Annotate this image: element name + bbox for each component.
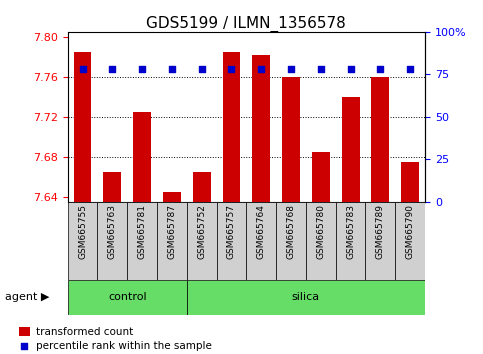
Bar xyxy=(223,52,241,202)
Text: control: control xyxy=(108,292,146,302)
Text: GSM665790: GSM665790 xyxy=(406,204,414,259)
Text: GSM665789: GSM665789 xyxy=(376,204,385,259)
Bar xyxy=(98,202,127,280)
Text: transformed count: transformed count xyxy=(36,327,133,337)
Bar xyxy=(401,162,419,202)
Point xyxy=(287,67,295,72)
Point xyxy=(109,67,116,72)
Text: agent ▶: agent ▶ xyxy=(5,292,49,302)
Bar xyxy=(187,280,425,315)
Bar xyxy=(246,202,276,280)
Bar xyxy=(216,202,246,280)
Bar xyxy=(103,172,121,202)
Point xyxy=(227,67,235,72)
Text: GSM665780: GSM665780 xyxy=(316,204,325,259)
Bar xyxy=(187,202,216,280)
Text: GSM665768: GSM665768 xyxy=(286,204,296,259)
Point xyxy=(138,67,146,72)
Point xyxy=(21,343,28,349)
Bar xyxy=(366,202,395,280)
Bar xyxy=(193,172,211,202)
Text: GSM665783: GSM665783 xyxy=(346,204,355,259)
Point xyxy=(257,67,265,72)
Bar xyxy=(127,202,157,280)
Bar xyxy=(252,55,270,202)
Bar xyxy=(306,202,336,280)
Bar xyxy=(157,202,187,280)
Bar xyxy=(371,77,389,202)
Point xyxy=(79,67,86,72)
Bar xyxy=(68,202,98,280)
Text: percentile rank within the sample: percentile rank within the sample xyxy=(36,341,212,351)
Point xyxy=(317,67,325,72)
Text: GSM665763: GSM665763 xyxy=(108,204,117,259)
Bar xyxy=(133,112,151,202)
Text: GSM665757: GSM665757 xyxy=(227,204,236,259)
Point xyxy=(168,67,176,72)
Text: GSM665764: GSM665764 xyxy=(257,204,266,259)
Text: GSM665755: GSM665755 xyxy=(78,204,87,259)
Point xyxy=(198,67,206,72)
Bar xyxy=(395,202,425,280)
Bar xyxy=(336,202,366,280)
Text: GSM665787: GSM665787 xyxy=(168,204,176,259)
Point xyxy=(377,67,384,72)
Text: GSM665781: GSM665781 xyxy=(138,204,146,259)
Title: GDS5199 / ILMN_1356578: GDS5199 / ILMN_1356578 xyxy=(146,16,346,32)
Text: silica: silica xyxy=(292,292,320,302)
Bar xyxy=(282,77,300,202)
Bar xyxy=(163,192,181,202)
Bar xyxy=(276,202,306,280)
Text: GSM665752: GSM665752 xyxy=(197,204,206,259)
Bar xyxy=(73,52,91,202)
Bar xyxy=(19,327,29,336)
Bar xyxy=(341,97,359,202)
Bar xyxy=(68,280,187,315)
Point xyxy=(406,67,414,72)
Bar xyxy=(312,152,330,202)
Point xyxy=(347,67,355,72)
